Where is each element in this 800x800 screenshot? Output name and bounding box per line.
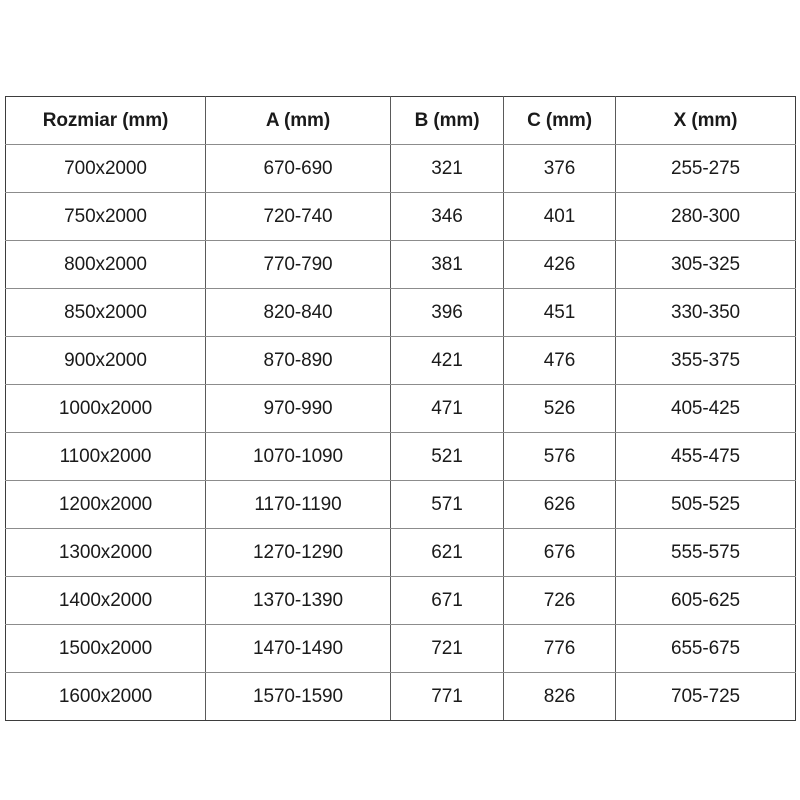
cell-size: 1100x2000	[5, 432, 206, 481]
cell-c: 576	[503, 432, 616, 481]
cell-x: 405-425	[615, 384, 796, 433]
table-row: 750x2000 720-740 346 401 280-300	[5, 192, 796, 241]
table-body: 700x2000 670-690 321 376 255-275 750x200…	[5, 144, 796, 721]
cell-x: 505-525	[615, 480, 796, 529]
cell-b: 621	[390, 528, 504, 577]
table-header: Rozmiar (mm) A (mm) B (mm) C (mm) X (mm)	[5, 96, 796, 145]
cell-size: 1000x2000	[5, 384, 206, 433]
table-row: 1200x2000 1170-1190 571 626 505-525	[5, 480, 796, 529]
cell-a: 1170-1190	[205, 480, 391, 529]
cell-a: 970-990	[205, 384, 391, 433]
table-row: 700x2000 670-690 321 376 255-275	[5, 144, 796, 193]
table-row: 1400x2000 1370-1390 671 726 605-625	[5, 576, 796, 625]
cell-size: 700x2000	[5, 144, 206, 193]
cell-x: 280-300	[615, 192, 796, 241]
cell-a: 1570-1590	[205, 672, 391, 721]
cell-b: 571	[390, 480, 504, 529]
cell-b: 771	[390, 672, 504, 721]
cell-b: 381	[390, 240, 504, 289]
cell-b: 521	[390, 432, 504, 481]
cell-x: 555-575	[615, 528, 796, 577]
cell-a: 1270-1290	[205, 528, 391, 577]
cell-x: 330-350	[615, 288, 796, 337]
cell-b: 421	[390, 336, 504, 385]
cell-x: 655-675	[615, 624, 796, 673]
table-row: 900x2000 870-890 421 476 355-375	[5, 336, 796, 385]
cell-x: 355-375	[615, 336, 796, 385]
table-row: 1100x2000 1070-1090 521 576 455-475	[5, 432, 796, 481]
table-header-row: Rozmiar (mm) A (mm) B (mm) C (mm) X (mm)	[5, 96, 796, 145]
column-header-x: X (mm)	[615, 96, 796, 145]
cell-a: 870-890	[205, 336, 391, 385]
cell-a: 720-740	[205, 192, 391, 241]
cell-c: 526	[503, 384, 616, 433]
cell-a: 670-690	[205, 144, 391, 193]
cell-a: 1470-1490	[205, 624, 391, 673]
cell-b: 346	[390, 192, 504, 241]
cell-size: 1500x2000	[5, 624, 206, 673]
cell-c: 376	[503, 144, 616, 193]
cell-x: 705-725	[615, 672, 796, 721]
cell-c: 676	[503, 528, 616, 577]
cell-c: 476	[503, 336, 616, 385]
size-specification-table: Rozmiar (mm) A (mm) B (mm) C (mm) X (mm)…	[5, 96, 796, 721]
cell-x: 605-625	[615, 576, 796, 625]
cell-b: 471	[390, 384, 504, 433]
cell-c: 451	[503, 288, 616, 337]
table-row: 800x2000 770-790 381 426 305-325	[5, 240, 796, 289]
cell-size: 750x2000	[5, 192, 206, 241]
cell-c: 826	[503, 672, 616, 721]
cell-size: 800x2000	[5, 240, 206, 289]
cell-size: 1400x2000	[5, 576, 206, 625]
table-row: 1300x2000 1270-1290 621 676 555-575	[5, 528, 796, 577]
cell-b: 396	[390, 288, 504, 337]
table-row: 1500x2000 1470-1490 721 776 655-675	[5, 624, 796, 673]
size-specification-table-container: Rozmiar (mm) A (mm) B (mm) C (mm) X (mm)…	[5, 96, 796, 721]
cell-b: 721	[390, 624, 504, 673]
cell-size: 850x2000	[5, 288, 206, 337]
table-row: 850x2000 820-840 396 451 330-350	[5, 288, 796, 337]
cell-a: 1070-1090	[205, 432, 391, 481]
cell-b: 671	[390, 576, 504, 625]
column-header-b: B (mm)	[390, 96, 504, 145]
cell-size: 1600x2000	[5, 672, 206, 721]
cell-c: 726	[503, 576, 616, 625]
cell-a: 820-840	[205, 288, 391, 337]
cell-a: 770-790	[205, 240, 391, 289]
cell-x: 455-475	[615, 432, 796, 481]
cell-a: 1370-1390	[205, 576, 391, 625]
cell-x: 305-325	[615, 240, 796, 289]
cell-size: 1200x2000	[5, 480, 206, 529]
cell-size: 900x2000	[5, 336, 206, 385]
cell-c: 426	[503, 240, 616, 289]
table-row: 1600x2000 1570-1590 771 826 705-725	[5, 672, 796, 721]
column-header-c: C (mm)	[503, 96, 616, 145]
column-header-size: Rozmiar (mm)	[5, 96, 206, 145]
cell-b: 321	[390, 144, 504, 193]
cell-size: 1300x2000	[5, 528, 206, 577]
cell-x: 255-275	[615, 144, 796, 193]
column-header-a: A (mm)	[205, 96, 391, 145]
cell-c: 401	[503, 192, 616, 241]
cell-c: 776	[503, 624, 616, 673]
table-row: 1000x2000 970-990 471 526 405-425	[5, 384, 796, 433]
cell-c: 626	[503, 480, 616, 529]
